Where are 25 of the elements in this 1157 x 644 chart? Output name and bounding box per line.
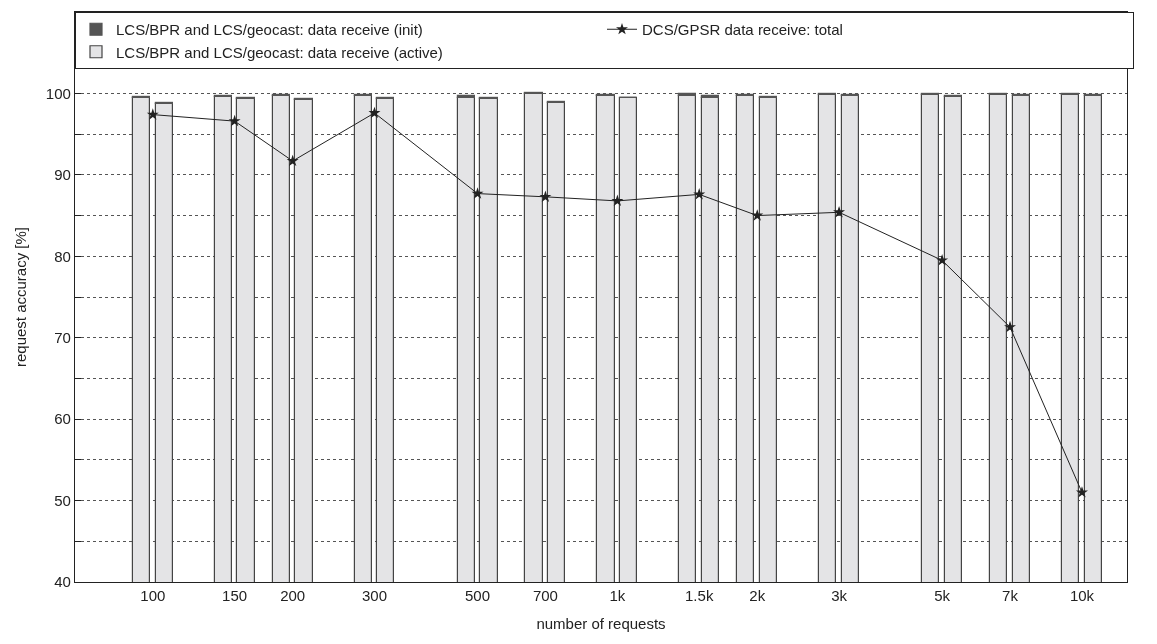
x-tick-label: 100	[140, 587, 166, 605]
y-axis-title: request accuracy [%]	[12, 226, 30, 368]
x-tick-label: 1.5k	[685, 587, 714, 605]
y-tick-label: 100	[45, 84, 71, 102]
legend-label: LCS/BPR and LCS/geocast: data receive (init)	[116, 21, 423, 39]
x-tick-label: 200	[280, 587, 306, 605]
legend-label: LCS/BPR and LCS/geocast: data receive (active)	[116, 43, 443, 61]
y-tick-label: 50	[54, 491, 71, 509]
x-tick-label: 1k	[609, 587, 626, 605]
x-tick-label: 300	[361, 587, 387, 605]
y-tick-label: 60	[54, 410, 71, 428]
y-tick-label: 90	[54, 166, 71, 184]
x-tick-label: 500	[465, 587, 491, 605]
legend-label: DCS/GPSR data receive: total	[642, 21, 843, 39]
x-tick-label: 3k	[831, 587, 848, 605]
x-tick-label: 150	[222, 587, 248, 605]
x-tick-label: 700	[532, 587, 558, 605]
y-tick-label: 70	[54, 328, 71, 346]
x-tick-label: 10k	[1069, 587, 1095, 605]
y-tick-label: 80	[54, 247, 71, 265]
x-tick-label: 7k	[1002, 587, 1019, 605]
y-tick-label: 40	[54, 573, 71, 591]
x-axis-title: number of requests	[536, 615, 666, 633]
x-tick-label: 2k	[749, 587, 766, 605]
x-tick-label: 5k	[934, 587, 951, 605]
